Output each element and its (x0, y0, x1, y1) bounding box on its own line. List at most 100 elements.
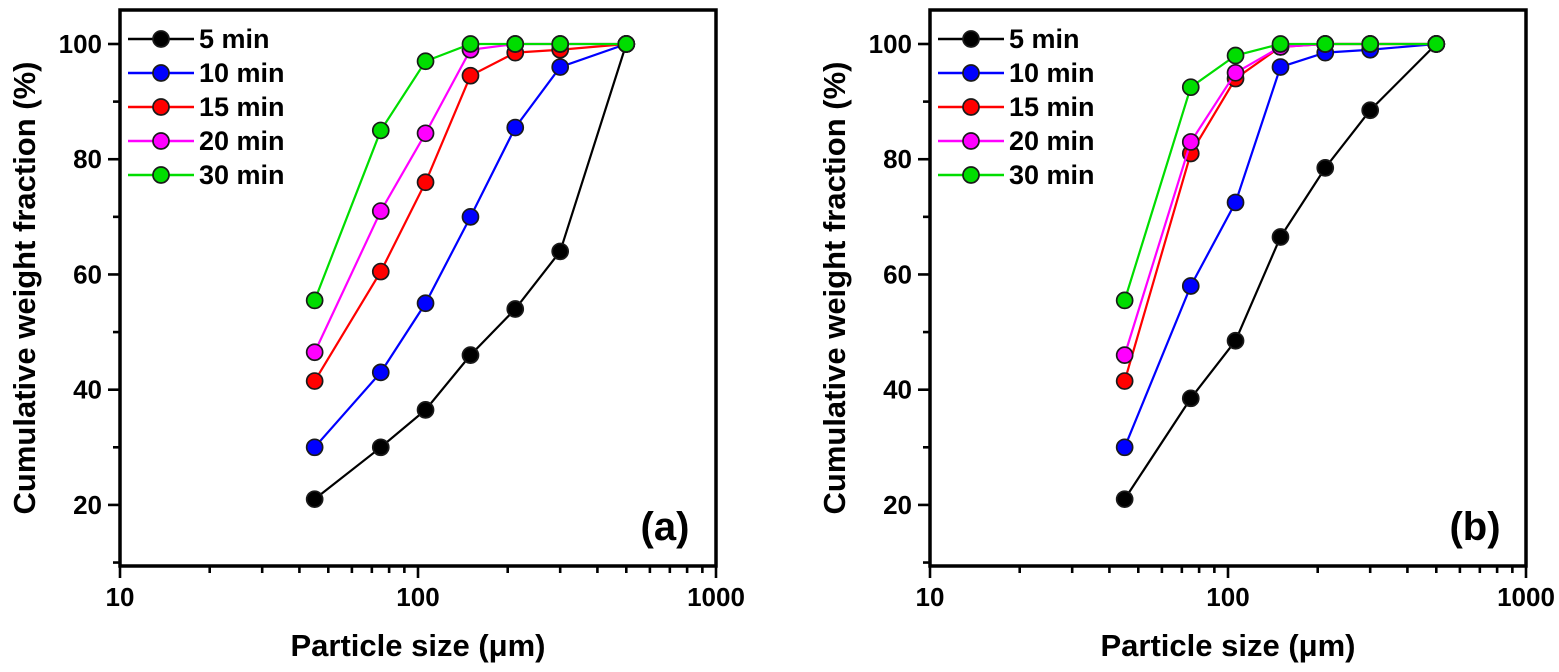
data-point-marker (1226, 193, 1245, 212)
data-point-marker (617, 35, 636, 53)
data-point-marker (1271, 228, 1290, 246)
data-point-marker (461, 35, 480, 53)
x-tick-label: 10 (916, 582, 945, 612)
data-point-marker (416, 52, 435, 71)
x-tick-label: 1000 (687, 582, 745, 612)
legend-label: 30 min (199, 160, 285, 190)
legend-item: 20 min (938, 126, 1095, 156)
series-30-min (305, 35, 636, 310)
chart-panel-b: 10 100 1000 20 40 60 80 100 5 min 10 min 15 min 20 … (817, 8, 1555, 663)
data-point-marker (461, 346, 480, 364)
legend-item: 20 min (128, 126, 285, 156)
data-point-marker (461, 66, 480, 85)
data-point-marker (1115, 438, 1134, 457)
y-axis-title: Cumulative weight fraction (%) (817, 62, 852, 515)
y-tick-label: 100 (59, 29, 102, 59)
x-tick-label: 100 (396, 582, 439, 612)
data-point-marker (551, 35, 570, 53)
legend-label: 20 min (199, 126, 285, 156)
x-tick-label: 10 (106, 582, 135, 612)
data-point-marker (1115, 490, 1134, 509)
legend-label: 5 min (1009, 24, 1080, 54)
data-point-marker (1316, 35, 1335, 53)
legend: 5 min 10 min 15 min 20 min 30 min (128, 24, 285, 190)
data-point-marker (416, 173, 435, 192)
data-point-marker (1361, 101, 1380, 120)
series-10-min (305, 35, 636, 457)
y-tick-label: 60 (73, 259, 102, 289)
y-tick-label: 100 (869, 29, 912, 59)
data-point-marker (371, 121, 390, 140)
legend-item: 5 min (128, 24, 270, 54)
data-point-marker (551, 242, 570, 261)
legend-marker (962, 132, 980, 150)
legend-item: 15 min (938, 92, 1095, 122)
y-tick-label: 40 (883, 375, 912, 405)
legend-item: 30 min (128, 160, 285, 190)
data-point-marker (1226, 331, 1245, 350)
data-point-marker (371, 202, 390, 220)
legend-marker (962, 98, 980, 116)
legend-label: 10 min (1009, 58, 1095, 88)
y-tick-label: 40 (73, 375, 102, 405)
data-point-marker (1271, 35, 1290, 53)
data-point-marker (1181, 78, 1200, 97)
data-point-marker (371, 262, 390, 281)
y-axis-title: Cumulative weight fraction (%) (7, 62, 42, 515)
legend-marker (152, 132, 170, 150)
series-5-min (1115, 35, 1446, 509)
legend-marker (152, 30, 170, 48)
legend-item: 30 min (938, 160, 1095, 190)
data-point-marker (305, 438, 324, 457)
legend-label: 15 min (1009, 92, 1095, 122)
data-point-marker (1226, 63, 1245, 82)
legend-item: 10 min (128, 58, 285, 88)
legend-marker (962, 64, 980, 82)
data-point-marker (1181, 389, 1200, 408)
series-30-min (1115, 35, 1446, 310)
y-tick-label: 20 (883, 490, 912, 520)
data-point-marker (506, 300, 525, 318)
series-15-min (1115, 35, 1446, 390)
legend-label: 20 min (1009, 126, 1095, 156)
series-line (313, 42, 627, 353)
series-line (313, 43, 628, 501)
data-point-marker (506, 35, 525, 53)
series-5-min (305, 35, 636, 509)
data-point-marker (371, 363, 390, 382)
data-point-marker (1181, 133, 1200, 151)
data-point-marker (1181, 277, 1200, 295)
data-point-marker (1115, 346, 1134, 364)
x-tick-label: 1000 (1497, 582, 1555, 612)
legend-label: 5 min (199, 24, 270, 54)
legend-marker (152, 166, 170, 184)
data-point-marker (305, 372, 324, 390)
data-point-marker (416, 124, 435, 143)
chart-panel-a: 10 100 1000 20 40 60 80 100 5 min 10 min 15 min 20 … (7, 8, 745, 663)
legend-label: 30 min (1009, 160, 1095, 190)
legend-marker (152, 64, 170, 82)
data-point-marker (551, 58, 570, 76)
x-axis-title: Particle size (μm) (290, 628, 545, 663)
data-point-marker (1316, 159, 1335, 177)
data-point-marker (371, 438, 390, 457)
series-line (313, 42, 627, 449)
data-point-marker (506, 118, 525, 137)
x-axis-title: Particle size (μm) (1100, 628, 1355, 663)
legend-item: 15 min (128, 92, 285, 122)
data-point-marker (305, 490, 324, 509)
y-tick-label: 20 (73, 490, 102, 520)
data-point-marker (1115, 291, 1134, 310)
data-point-marker (1226, 46, 1245, 65)
legend-marker (962, 166, 980, 184)
data-point-marker (1271, 58, 1290, 76)
panel-label-a: (a) (641, 505, 690, 549)
legend-marker (962, 30, 980, 48)
data-point-marker (305, 291, 324, 310)
legend-label: 15 min (199, 92, 285, 122)
y-tick-label: 80 (73, 144, 102, 174)
data-point-marker (305, 343, 324, 362)
series-line (1123, 43, 1438, 500)
